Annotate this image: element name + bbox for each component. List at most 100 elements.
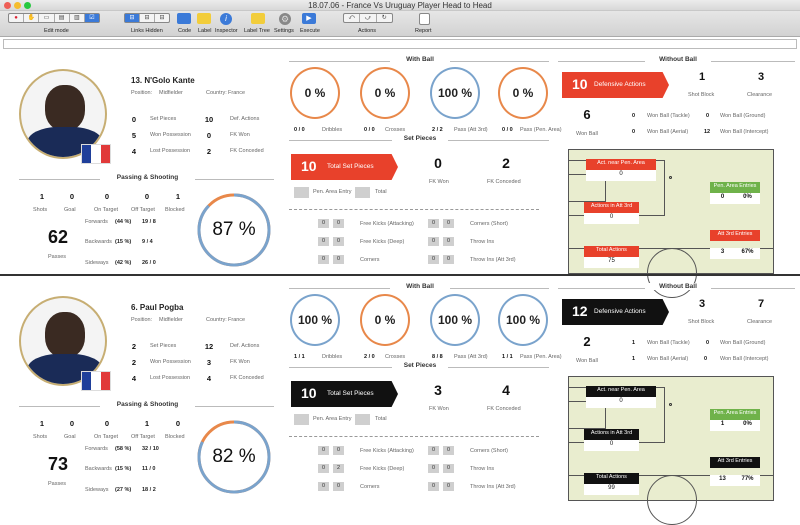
pass-pen-label: Pass (Pen. Area) xyxy=(520,127,562,133)
total-set-pieces-value: 10 xyxy=(301,158,317,174)
label-tree-icon[interactable] xyxy=(251,13,265,24)
set-piece-count: 0 xyxy=(428,482,439,491)
off-target-label: Off Target xyxy=(131,207,155,213)
att3rd-entries-pct: 67% xyxy=(735,248,760,259)
pass-accuracy-ring xyxy=(197,193,271,267)
backwards-count: 9 / 4 xyxy=(142,239,153,245)
pen-area-entry-label: Pen. Area Entry xyxy=(313,416,352,422)
passing-shooting-header: Passing & Shooting xyxy=(100,401,195,408)
set-piece-label: Corners xyxy=(360,484,380,490)
defensive-actions-box: 10 Defensive Actions xyxy=(562,72,669,98)
blocked-label: Blocked xyxy=(165,434,185,440)
set-piece-label: Free Kicks (Attacking) xyxy=(360,221,414,227)
backwards-pct: (15 %) xyxy=(115,466,132,472)
edit-mode-segmented-control[interactable]: ● ✋ ▭ ▤ ▥ ☑ xyxy=(8,13,100,23)
set-piece-label: Corners xyxy=(360,257,380,263)
set-piece-count: 0 xyxy=(443,255,454,264)
crosses-label: Crosses xyxy=(385,354,406,360)
report-icon[interactable] xyxy=(419,13,430,25)
label-label: Label xyxy=(198,28,212,34)
label-icon[interactable] xyxy=(197,13,211,24)
defensive-actions-label: Defensive Actions xyxy=(594,308,646,315)
set-piece-label: Throw Ins xyxy=(470,466,495,472)
won-possession-value: 5 xyxy=(131,131,137,140)
minimize-window-button[interactable] xyxy=(14,2,21,9)
won-ground-label: Won Ball (Ground) xyxy=(720,340,766,346)
formula-bar[interactable] xyxy=(3,39,797,49)
actions-segmented-control[interactable]: ⤺ ⤻ ↻ xyxy=(343,13,393,23)
blocked-label: Blocked xyxy=(165,207,185,213)
execute-icon[interactable]: ▶ xyxy=(302,13,316,24)
won-intercept-value: 12 xyxy=(704,129,711,135)
position-label: Position: xyxy=(131,317,153,323)
set-piece-count: 0 xyxy=(443,482,454,491)
lost-possession-value: 4 xyxy=(131,374,137,383)
passes-label: Passes xyxy=(48,254,67,260)
shots-value: 1 xyxy=(39,192,45,201)
lost-possession-value: 4 xyxy=(131,147,137,156)
def-actions-value: 12 xyxy=(204,342,214,351)
execute-label: Execute xyxy=(300,28,320,34)
country-value: France xyxy=(228,90,246,96)
ring-fill xyxy=(197,420,271,494)
goal-label: Goal xyxy=(64,434,76,440)
def-actions-label: Def. Actions xyxy=(230,343,260,349)
set-piece-count: 0 xyxy=(428,464,439,473)
code-icon[interactable] xyxy=(177,13,191,24)
player-panel-pogba: 6. Paul Pogba Position: Midfielder Count… xyxy=(0,278,800,525)
links-hidden-segmented-control[interactable]: ⊟ ⊟ ⊟ xyxy=(124,13,170,23)
goal-value: 0 xyxy=(69,419,75,428)
set-pieces-label: Set Pieces xyxy=(150,343,177,349)
def-actions-label: Def. Actions xyxy=(230,116,260,122)
total-actions-tag: Total Actions xyxy=(584,246,639,257)
total-label: Total xyxy=(375,189,387,195)
penalty-spot xyxy=(669,176,672,179)
sp-fk-won-label: FK Won xyxy=(429,179,449,185)
att3rd-entries-count: 13 xyxy=(710,475,735,486)
set-piece-label: Corners (Short) xyxy=(470,448,508,454)
zoom-window-button[interactable] xyxy=(24,2,31,9)
with-ball-percent-ring: 100 % xyxy=(430,67,480,119)
set-piece-count: 0 xyxy=(428,219,439,228)
forwards-count: 32 / 10 xyxy=(142,446,159,452)
passing-shooting-header: Passing & Shooting xyxy=(100,174,195,181)
set-piece-count: 0 xyxy=(333,482,344,491)
sp-fk-won-value: 3 xyxy=(434,382,442,398)
edit-mode-label: Edit mode xyxy=(44,28,69,34)
att3rd-entries-pct: 77% xyxy=(735,475,760,486)
player-panel-kante: 13. N'Golo Kante Position: Midfielder Co… xyxy=(0,51,800,298)
country-label: Country: xyxy=(206,317,227,323)
fk-won-value: 0 xyxy=(206,131,212,140)
gear-icon[interactable]: ⚙ xyxy=(279,13,291,25)
pass-pen-label: Pass (Pen. Area) xyxy=(520,354,562,360)
inspector-icon[interactable]: i xyxy=(220,13,232,25)
with-ball-header: With Ball xyxy=(390,283,450,290)
pen-entries-count: 1 xyxy=(710,420,735,431)
set-piece-label: Throw Ins (Att 3rd) xyxy=(470,257,516,263)
set-piece-count: 0 xyxy=(428,255,439,264)
with-ball-percent-ring: 100 % xyxy=(498,294,548,346)
won-ground-label: Won Ball (Ground) xyxy=(720,113,766,119)
links-hidden-label: Links Hidden xyxy=(131,28,163,34)
set-piece-count: 0 xyxy=(333,237,344,246)
with-ball-percent-ring: 0 % xyxy=(290,67,340,119)
with-ball-header: With Ball xyxy=(390,56,450,63)
shot-block-value: 3 xyxy=(698,298,706,310)
pen-area-entry-swatch xyxy=(294,187,309,198)
sp-fk-conceded-label: FK Conceded xyxy=(487,406,521,412)
sp-fk-conceded-value: 4 xyxy=(502,382,510,398)
pen-entries-pct: 0% xyxy=(735,193,760,204)
won-aerial-label: Won Ball (Aerial) xyxy=(647,129,689,135)
with-ball-percent-ring: 100 % xyxy=(430,294,480,346)
off-target-value: 0 xyxy=(144,192,150,201)
shots-label: Shots xyxy=(33,207,48,213)
fk-conceded-label: FK Conceded xyxy=(230,375,264,381)
sideways-count: 18 / 2 xyxy=(142,487,156,493)
set-piece-label: Corners (Short) xyxy=(470,221,508,227)
sideways-label: Sideways xyxy=(85,487,109,493)
won-aerial-value: 0 xyxy=(632,129,636,135)
won-tackle-value: 1 xyxy=(632,340,636,346)
total-swatch xyxy=(355,414,370,425)
close-window-button[interactable] xyxy=(4,2,11,9)
won-aerial-label: Won Ball (Aerial) xyxy=(647,356,689,362)
